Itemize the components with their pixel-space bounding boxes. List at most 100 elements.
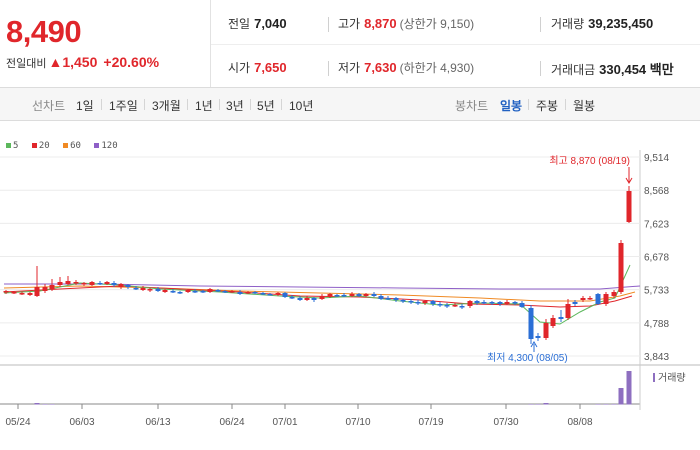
volume-bar bbox=[595, 404, 601, 405]
candle-body bbox=[237, 292, 243, 294]
candle-body bbox=[489, 302, 495, 304]
volume-bar bbox=[528, 404, 534, 405]
candle-body bbox=[474, 301, 480, 303]
y-tick-label: 5,733 bbox=[644, 286, 669, 297]
candle-body bbox=[162, 290, 168, 292]
candle-body bbox=[89, 282, 95, 285]
amount-value: 330,454 백만 bbox=[599, 62, 674, 77]
candle-body bbox=[140, 288, 146, 290]
candle-body bbox=[452, 305, 458, 307]
legend-ma5: 5 bbox=[6, 141, 18, 151]
lower-limit: (하한가 4,930) bbox=[399, 61, 475, 75]
candle-body bbox=[245, 292, 251, 294]
y-tick-label: 3,843 bbox=[644, 352, 669, 363]
x-tick-label: 06/24 bbox=[219, 417, 244, 428]
candle-body bbox=[565, 304, 571, 318]
candle-body bbox=[65, 281, 71, 284]
tab-1w[interactable]: 1주일 bbox=[109, 99, 138, 113]
chart-tabs: 선차트 1일 1주일 3개월 1년 3년 5년 10년 봉차트 일봉 주봉 월봉 bbox=[0, 88, 700, 121]
candle-body bbox=[73, 282, 79, 284]
candle-body bbox=[327, 294, 333, 296]
candle-body bbox=[49, 285, 55, 289]
candle-body bbox=[437, 304, 443, 306]
legend-ma60: 60 bbox=[63, 141, 81, 151]
prev-close-value: 7,040 bbox=[254, 16, 287, 31]
open-price: 시가 7,650 bbox=[228, 59, 287, 76]
candle-body bbox=[222, 291, 228, 293]
candle-body bbox=[155, 289, 161, 291]
candle-body bbox=[349, 294, 355, 296]
candle-body bbox=[580, 298, 586, 300]
candle-body bbox=[215, 290, 221, 292]
change-value: 1,450 bbox=[62, 54, 98, 70]
tab-3y[interactable]: 3년 bbox=[226, 99, 244, 113]
candle-body bbox=[185, 290, 191, 292]
candle-body bbox=[229, 291, 235, 293]
candle-body bbox=[459, 306, 465, 308]
candle-body bbox=[611, 292, 617, 296]
candle-body bbox=[207, 289, 213, 292]
current-price: 8,490 bbox=[6, 14, 82, 49]
tab-5y[interactable]: 5년 bbox=[257, 99, 275, 113]
candle-body bbox=[603, 294, 609, 304]
candle-body bbox=[504, 302, 510, 304]
candle-body bbox=[618, 243, 624, 292]
volume-bar bbox=[34, 403, 40, 405]
tab-3m[interactable]: 3개월 bbox=[152, 99, 181, 113]
candle-body bbox=[400, 300, 406, 302]
low-price: 저가 7,630 (하한가 4,930) bbox=[338, 59, 474, 76]
candle-body bbox=[42, 287, 48, 291]
candle-body bbox=[519, 303, 525, 307]
volume: 거래량 39,235,450 bbox=[551, 15, 653, 32]
tab-daily[interactable]: 일봉 bbox=[500, 99, 523, 113]
candle-body bbox=[297, 298, 303, 300]
volume-bar bbox=[626, 371, 632, 405]
candle-body bbox=[558, 317, 564, 319]
volume-value: 39,235,450 bbox=[588, 16, 654, 31]
volume-bar bbox=[49, 404, 55, 405]
candle-body bbox=[550, 318, 556, 326]
volume-bar bbox=[611, 404, 617, 405]
candle-body bbox=[3, 291, 9, 293]
low-label: 저가 bbox=[338, 61, 361, 75]
candle-body bbox=[528, 308, 534, 339]
x-tick-label: 06/03 bbox=[69, 417, 94, 428]
x-tick-label: 07/19 bbox=[418, 417, 443, 428]
y-tick-label: 8,568 bbox=[644, 186, 669, 197]
open-label: 시가 bbox=[228, 61, 251, 75]
tab-1d[interactable]: 1일 bbox=[76, 99, 94, 113]
candle-body bbox=[125, 285, 131, 287]
x-tick-label: 05/24 bbox=[5, 417, 30, 428]
tab-weekly[interactable]: 주봉 bbox=[536, 99, 559, 113]
high-annotation: 최고 8,870 (08/19) bbox=[549, 155, 630, 167]
upper-limit: (상한가 9,150) bbox=[399, 17, 475, 31]
low-arrow-head bbox=[530, 341, 538, 348]
candle-body bbox=[11, 292, 17, 294]
candle-body bbox=[378, 296, 384, 299]
y-tick-label: 6,678 bbox=[644, 253, 669, 264]
candle-body bbox=[267, 294, 273, 296]
trade-amount: 거래대금 330,454 백만 bbox=[551, 59, 674, 78]
candle-body bbox=[430, 301, 436, 304]
candle-body bbox=[512, 302, 518, 304]
high-value: 8,870 bbox=[364, 16, 397, 31]
candle-body bbox=[275, 293, 281, 295]
x-tick-label: 07/30 bbox=[493, 417, 518, 428]
tab-10y[interactable]: 10년 bbox=[289, 99, 314, 113]
candle-body bbox=[311, 298, 317, 300]
tab-monthly[interactable]: 월봉 bbox=[573, 99, 596, 113]
candle-body bbox=[422, 301, 428, 303]
candle-body bbox=[118, 284, 124, 287]
candle-body bbox=[252, 292, 258, 294]
candle-body bbox=[371, 294, 377, 296]
candle-body bbox=[319, 296, 325, 299]
legend-ma20: 20 bbox=[31, 141, 50, 151]
low-annotation: 최저 4,300 (08/05) bbox=[487, 352, 568, 364]
candle-body bbox=[572, 302, 578, 304]
candle-body bbox=[19, 293, 25, 295]
tab-1y[interactable]: 1년 bbox=[195, 99, 213, 113]
candle-body bbox=[497, 302, 503, 304]
volume-bar bbox=[543, 403, 549, 405]
candle-body bbox=[147, 289, 153, 291]
high-arrow-head bbox=[625, 177, 633, 184]
